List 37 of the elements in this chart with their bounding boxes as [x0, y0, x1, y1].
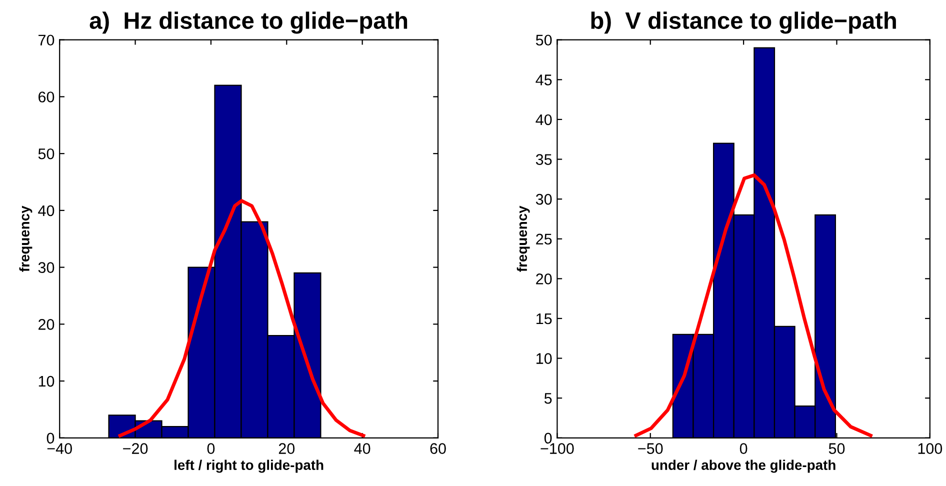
line-series — [634, 173, 872, 438]
y-tick-label: 40 — [38, 205, 54, 216]
x-axis-title: left / right to glide-path — [174, 460, 324, 473]
y-axis-title: frequency — [516, 206, 530, 272]
y-tick-label: 70 — [38, 34, 54, 46]
x-tick-label: 0 — [740, 443, 748, 454]
chart-title: b) V distance to glide−path — [591, 12, 896, 34]
chart-title: a) Hz distance to glide−path — [90, 12, 408, 34]
y-tick-label: 60 — [38, 92, 54, 102]
y-tick-label: 5 — [544, 393, 552, 404]
y-tick-label: 0 — [46, 432, 54, 444]
x-tick-label: 60 — [430, 443, 446, 454]
y-tick-label: 50 — [38, 148, 54, 160]
x-tick-label: 40 — [354, 443, 370, 454]
x-tick-label: 0 — [207, 443, 215, 454]
y-tick-label: 20 — [536, 274, 552, 284]
y-tick-label: 25 — [536, 234, 552, 245]
x-tick-label: 100 — [918, 443, 942, 454]
x-tick-label: −40 — [47, 443, 72, 454]
y-tick-label: 30 — [38, 262, 54, 273]
y-tick-label: 15 — [536, 314, 552, 324]
y-tick-label: 45 — [536, 74, 552, 86]
x-tick-label: −50 — [638, 443, 663, 454]
x-axis-title: under / above the glide-path — [652, 460, 836, 473]
x-tick-label: −100 — [540, 443, 574, 454]
y-axis-title: frequency — [19, 206, 32, 272]
y-tick-label: 35 — [536, 154, 552, 165]
x-tick-label: −20 — [123, 443, 148, 454]
y-tick-label: 20 — [38, 319, 54, 330]
y-tick-label: 30 — [536, 194, 552, 205]
y-tick-label: 10 — [38, 376, 54, 387]
y-tick-label: 10 — [536, 353, 552, 364]
y-tick-label: 50 — [536, 34, 552, 46]
y-tick-label: 40 — [536, 114, 552, 126]
y-tick-label: 0 — [544, 432, 552, 444]
x-tick-label: 20 — [278, 443, 295, 454]
x-tick-label: 50 — [828, 443, 845, 454]
